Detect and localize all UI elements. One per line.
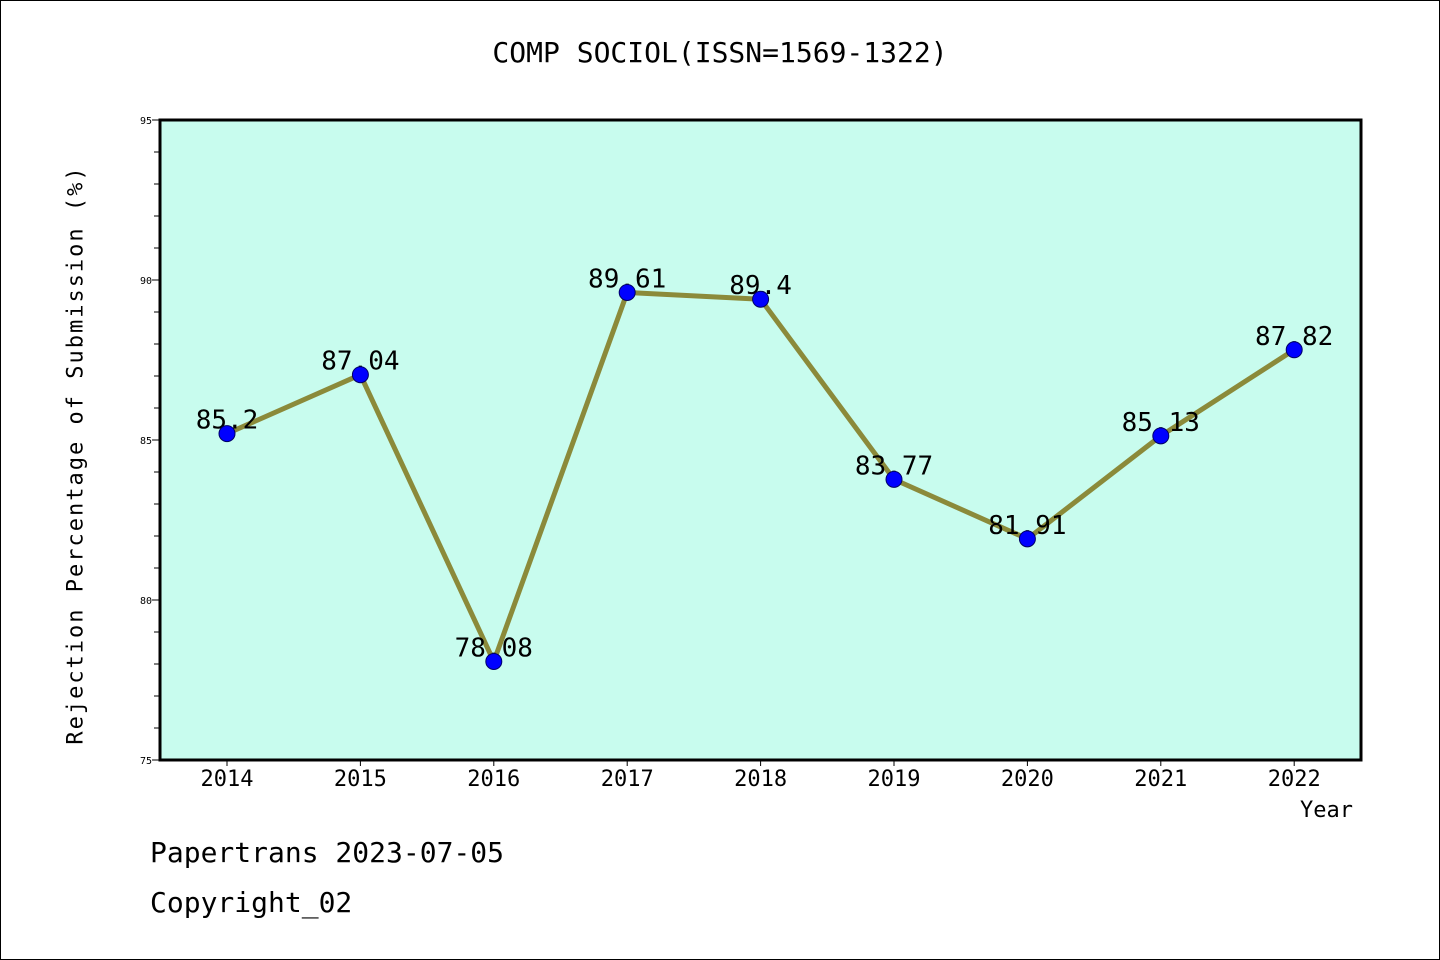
data-point bbox=[485, 652, 503, 670]
x-tick-label: 2020 bbox=[1001, 767, 1054, 792]
y-tick-label: 80 bbox=[140, 596, 152, 607]
data-point bbox=[351, 366, 369, 384]
data-point bbox=[1285, 341, 1303, 359]
data-point bbox=[618, 283, 636, 301]
y-tick-label: 95 bbox=[140, 116, 152, 127]
x-tick-label: 2014 bbox=[201, 767, 254, 792]
data-point bbox=[1018, 530, 1036, 548]
y-tick-label: 85 bbox=[140, 436, 152, 447]
x-axis-label: Year bbox=[1300, 798, 1353, 823]
x-tick-label: 2019 bbox=[868, 767, 921, 792]
x-tick-label: 2017 bbox=[601, 767, 654, 792]
chart-title: COMP SOCIOL(ISSN=1569-1322) bbox=[492, 36, 948, 69]
x-tick-label: 2016 bbox=[467, 767, 520, 792]
x-tick-label: 2022 bbox=[1268, 767, 1321, 792]
data-point bbox=[752, 290, 770, 308]
plot-border bbox=[158, 118, 1363, 762]
y-tick-label: 75 bbox=[140, 756, 152, 767]
data-point bbox=[885, 470, 903, 488]
x-tick-label: 2018 bbox=[734, 767, 787, 792]
x-tick-label: 2015 bbox=[334, 767, 387, 792]
data-point bbox=[218, 425, 236, 443]
footer-copyright: Copyright_02 bbox=[150, 886, 353, 919]
x-tick-label: 2021 bbox=[1134, 767, 1187, 792]
footer-date: Papertrans 2023-07-05 bbox=[150, 836, 505, 869]
plot-area bbox=[160, 120, 1361, 760]
data-point bbox=[1152, 427, 1170, 445]
y-tick-label: 90 bbox=[140, 276, 152, 287]
